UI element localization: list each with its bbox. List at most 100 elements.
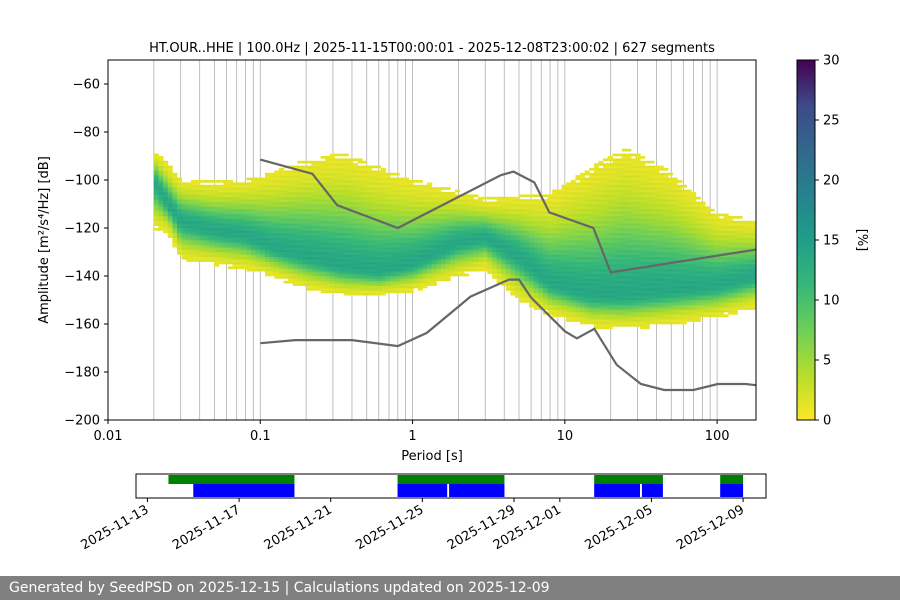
heatmap-cell — [584, 268, 590, 272]
heatmap-cell — [362, 288, 368, 291]
heatmap-cell — [612, 256, 618, 260]
heatmap-cell — [204, 223, 210, 226]
heatmap-cell — [311, 204, 317, 207]
heatmap-cell — [172, 244, 178, 248]
heatmap-cell — [468, 268, 474, 272]
heatmap-cell — [163, 206, 169, 210]
heatmap-cell — [612, 273, 618, 277]
heatmap-cell — [626, 290, 632, 294]
heatmap-cell — [510, 223, 516, 226]
heatmap-cell — [260, 244, 266, 248]
heatmap-cell — [510, 237, 516, 241]
heatmap-cell — [241, 264, 247, 267]
heatmap-cell — [603, 228, 609, 231]
heatmap-cell — [524, 230, 530, 234]
heatmap-cell — [566, 228, 572, 231]
heatmap-cell — [593, 264, 599, 267]
heatmap-cell — [464, 213, 470, 217]
heatmap-cell — [417, 283, 423, 286]
psd-plot: 0.01 0.1 1 10 100 −200−180−160−140−120−100−8… — [64, 59, 757, 444]
heatmap-cell — [598, 309, 604, 313]
heatmap-cell — [538, 297, 544, 301]
heatmap-cell — [408, 204, 414, 207]
heatmap-cell — [593, 228, 599, 231]
heatmap-cell — [297, 242, 303, 246]
heatmap-cell — [251, 223, 257, 226]
heatmap-cell — [246, 182, 252, 186]
heatmap-cell — [320, 204, 326, 207]
heatmap-cell — [515, 256, 521, 260]
heatmap-cell — [561, 252, 567, 255]
heatmap-cell — [209, 228, 215, 231]
heatmap-cell — [626, 273, 632, 277]
heatmap-cell — [617, 177, 623, 181]
heatmap-cell — [575, 189, 581, 193]
heatmap-cell — [510, 249, 516, 253]
heatmap-cell — [556, 271, 562, 274]
heatmap-cell — [593, 292, 599, 296]
heatmap-cell — [227, 237, 233, 241]
heatmap-cell — [579, 204, 586, 207]
heatmap-cell — [366, 278, 372, 282]
heatmap-cell — [561, 240, 567, 243]
heatmap-cell — [223, 220, 229, 224]
heatmap-cell — [408, 259, 414, 262]
heatmap-cell — [617, 252, 623, 255]
heatmap-cell — [575, 292, 581, 296]
heatmap-cell — [353, 204, 359, 207]
heatmap-cell — [218, 225, 224, 229]
heatmap-cell — [348, 283, 354, 286]
heatmap-cell — [177, 208, 183, 212]
heatmap-cell — [510, 206, 516, 210]
heatmap-cell — [510, 201, 516, 205]
heatmap-cell — [292, 244, 298, 248]
heatmap-cell — [278, 192, 284, 195]
heatmap-cell — [362, 283, 368, 286]
heatmap-cell — [371, 182, 377, 186]
heatmap-cell — [315, 184, 321, 188]
heatmap-cell — [552, 264, 558, 267]
heatmap-cell — [640, 172, 646, 176]
heatmap-cell — [529, 283, 535, 286]
heatmap-cell — [519, 254, 525, 258]
heatmap-cell — [302, 230, 308, 234]
heatmap-cell — [547, 242, 553, 246]
heatmap-cell — [366, 261, 372, 265]
heatmap-cell — [325, 247, 331, 250]
heatmap-cell — [603, 283, 609, 286]
heatmap-cell — [390, 204, 396, 207]
heatmap-cell — [570, 228, 576, 231]
heatmap-cell — [278, 187, 284, 190]
heatmap-cell — [334, 278, 340, 282]
heatmap-cell — [399, 182, 405, 186]
heatmap-cell — [593, 314, 599, 318]
heatmap-cell — [181, 244, 187, 248]
heatmap-cell — [376, 252, 382, 255]
heatmap-cell — [612, 309, 618, 313]
heatmap-cell — [635, 237, 641, 241]
heatmap-cell — [598, 316, 604, 320]
heatmap-cell — [172, 223, 178, 226]
heatmap-cell — [621, 259, 627, 262]
heatmap-cell — [227, 225, 233, 229]
heatmap-cell — [329, 208, 335, 212]
heatmap-cell — [246, 218, 252, 222]
heatmap-cell — [269, 252, 275, 255]
heatmap-cell — [325, 232, 331, 236]
heatmap-cell — [552, 230, 558, 234]
heatmap-cell — [561, 247, 567, 250]
heatmap-cell — [510, 264, 516, 267]
heatmap-cell — [292, 223, 298, 226]
heatmap-cell — [422, 204, 428, 207]
heatmap-cell — [260, 208, 266, 212]
heatmap-cell — [394, 268, 400, 272]
heatmap-cell — [524, 283, 530, 286]
heatmap-cell — [427, 189, 433, 193]
heatmap-cell — [158, 225, 164, 229]
heatmap-cell — [589, 230, 595, 234]
heatmap-cell — [278, 259, 284, 262]
heatmap-cell — [302, 192, 308, 195]
heatmap-cell — [343, 232, 349, 236]
heatmap-cell — [510, 283, 516, 286]
heatmap-cell — [186, 196, 192, 200]
